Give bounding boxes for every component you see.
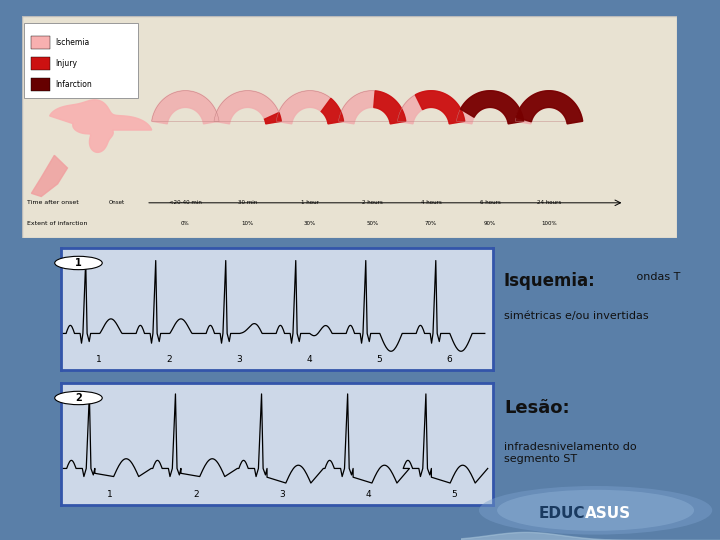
- Text: 70%: 70%: [425, 221, 437, 226]
- Text: 6 hours: 6 hours: [480, 200, 500, 205]
- Text: 3: 3: [236, 355, 242, 364]
- Text: 4 hours: 4 hours: [420, 200, 441, 205]
- Text: ASUS: ASUS: [585, 505, 631, 521]
- Text: 6: 6: [446, 355, 452, 364]
- Polygon shape: [456, 91, 523, 124]
- Bar: [32, 57, 50, 70]
- Text: Lesão:: Lesão:: [504, 399, 570, 416]
- Circle shape: [497, 490, 694, 531]
- Circle shape: [55, 256, 102, 269]
- Polygon shape: [338, 91, 406, 124]
- Text: 1: 1: [96, 355, 102, 364]
- Polygon shape: [397, 91, 464, 124]
- Text: 30 min: 30 min: [238, 200, 257, 205]
- Polygon shape: [50, 100, 152, 152]
- Text: 3: 3: [279, 490, 285, 499]
- Text: Time after onset: Time after onset: [27, 200, 78, 205]
- Text: 100%: 100%: [541, 221, 557, 226]
- Text: 5: 5: [451, 490, 457, 499]
- Polygon shape: [152, 91, 219, 124]
- Polygon shape: [214, 91, 282, 124]
- Text: Isquemia:: Isquemia:: [504, 272, 595, 290]
- Polygon shape: [516, 91, 582, 124]
- Text: 90%: 90%: [484, 221, 496, 226]
- Polygon shape: [32, 156, 68, 197]
- Text: 50%: 50%: [366, 221, 378, 226]
- Polygon shape: [264, 112, 282, 124]
- Text: Ischemia: Ischemia: [55, 38, 90, 48]
- Text: EDUC: EDUC: [539, 505, 585, 521]
- Text: 1 hour: 1 hour: [301, 200, 319, 205]
- FancyBboxPatch shape: [24, 23, 138, 98]
- Circle shape: [55, 392, 102, 404]
- Text: 0%: 0%: [181, 221, 189, 226]
- Text: Injury: Injury: [55, 59, 78, 68]
- Text: Onset: Onset: [109, 200, 125, 205]
- Text: 2: 2: [75, 393, 82, 403]
- Text: 24 hours: 24 hours: [537, 200, 561, 205]
- Bar: [32, 78, 50, 91]
- Text: 1: 1: [75, 258, 82, 268]
- Polygon shape: [276, 91, 343, 124]
- Text: 10%: 10%: [242, 221, 253, 226]
- Text: Extent of infarction: Extent of infarction: [27, 221, 87, 226]
- Text: 30%: 30%: [304, 221, 316, 226]
- Text: 2: 2: [193, 490, 199, 499]
- Polygon shape: [415, 91, 464, 124]
- Text: 1: 1: [107, 490, 112, 499]
- Text: <20-40 min: <20-40 min: [169, 200, 202, 205]
- Bar: [32, 36, 50, 49]
- FancyBboxPatch shape: [22, 16, 677, 238]
- Polygon shape: [516, 91, 582, 124]
- Polygon shape: [374, 91, 406, 124]
- Text: 2: 2: [166, 355, 172, 364]
- Text: 4: 4: [306, 355, 312, 364]
- Polygon shape: [321, 98, 343, 124]
- Text: simétricas e/ou invertidas: simétricas e/ou invertidas: [504, 311, 649, 321]
- Circle shape: [479, 486, 712, 535]
- Text: 4: 4: [365, 490, 371, 499]
- Text: infradesnivelamento do
segmento ST: infradesnivelamento do segmento ST: [504, 442, 636, 464]
- Text: 5: 5: [376, 355, 382, 364]
- Polygon shape: [460, 91, 523, 124]
- Text: ondas T: ondas T: [634, 272, 681, 282]
- Text: Infarction: Infarction: [55, 80, 92, 89]
- Text: 2 hours: 2 hours: [361, 200, 382, 205]
